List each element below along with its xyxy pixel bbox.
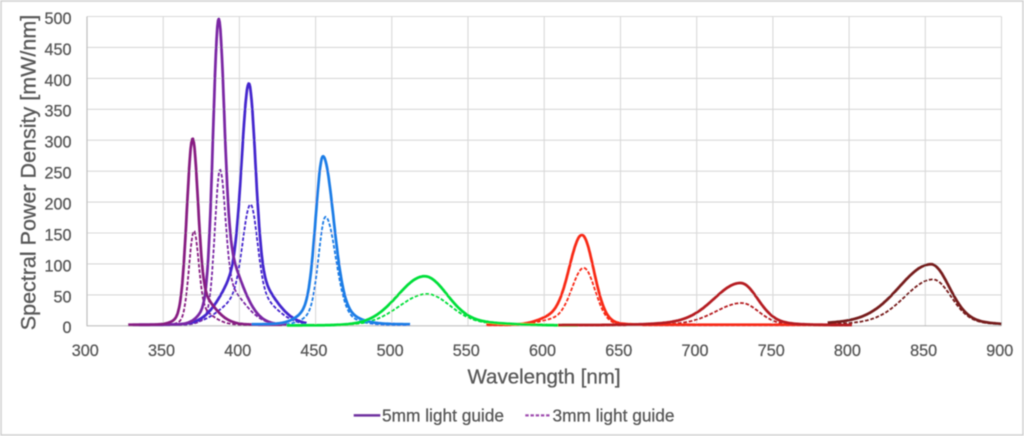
svg-text:450: 450 xyxy=(44,41,71,59)
svg-text:900: 900 xyxy=(986,342,1013,360)
svg-text:150: 150 xyxy=(44,226,71,244)
svg-text:500: 500 xyxy=(377,342,404,360)
svg-text:300: 300 xyxy=(72,342,99,360)
svg-text:500: 500 xyxy=(44,10,71,28)
svg-text:50: 50 xyxy=(53,288,71,306)
svg-text:550: 550 xyxy=(453,342,480,360)
svg-text:700: 700 xyxy=(681,342,708,360)
svg-text:Wavelength [nm]: Wavelength [nm] xyxy=(467,366,620,389)
svg-text:300: 300 xyxy=(44,134,71,152)
svg-text:600: 600 xyxy=(529,342,556,360)
svg-text:100: 100 xyxy=(44,257,71,275)
svg-text:0: 0 xyxy=(62,319,71,337)
svg-text:200: 200 xyxy=(44,196,71,214)
svg-text:3mm light guide: 3mm light guide xyxy=(553,406,675,426)
svg-text:5mm light guide: 5mm light guide xyxy=(382,406,504,426)
svg-text:250: 250 xyxy=(44,165,71,183)
svg-text:850: 850 xyxy=(910,342,937,360)
svg-text:450: 450 xyxy=(300,342,327,360)
svg-text:800: 800 xyxy=(834,342,861,360)
svg-text:350: 350 xyxy=(148,342,175,360)
svg-text:400: 400 xyxy=(44,72,71,90)
svg-text:Spectral Power Density [mW/nm]: Spectral Power Density [mW/nm] xyxy=(17,15,41,330)
svg-text:400: 400 xyxy=(224,342,251,360)
svg-text:650: 650 xyxy=(605,342,632,360)
svg-text:350: 350 xyxy=(44,103,71,121)
svg-text:750: 750 xyxy=(758,342,785,360)
